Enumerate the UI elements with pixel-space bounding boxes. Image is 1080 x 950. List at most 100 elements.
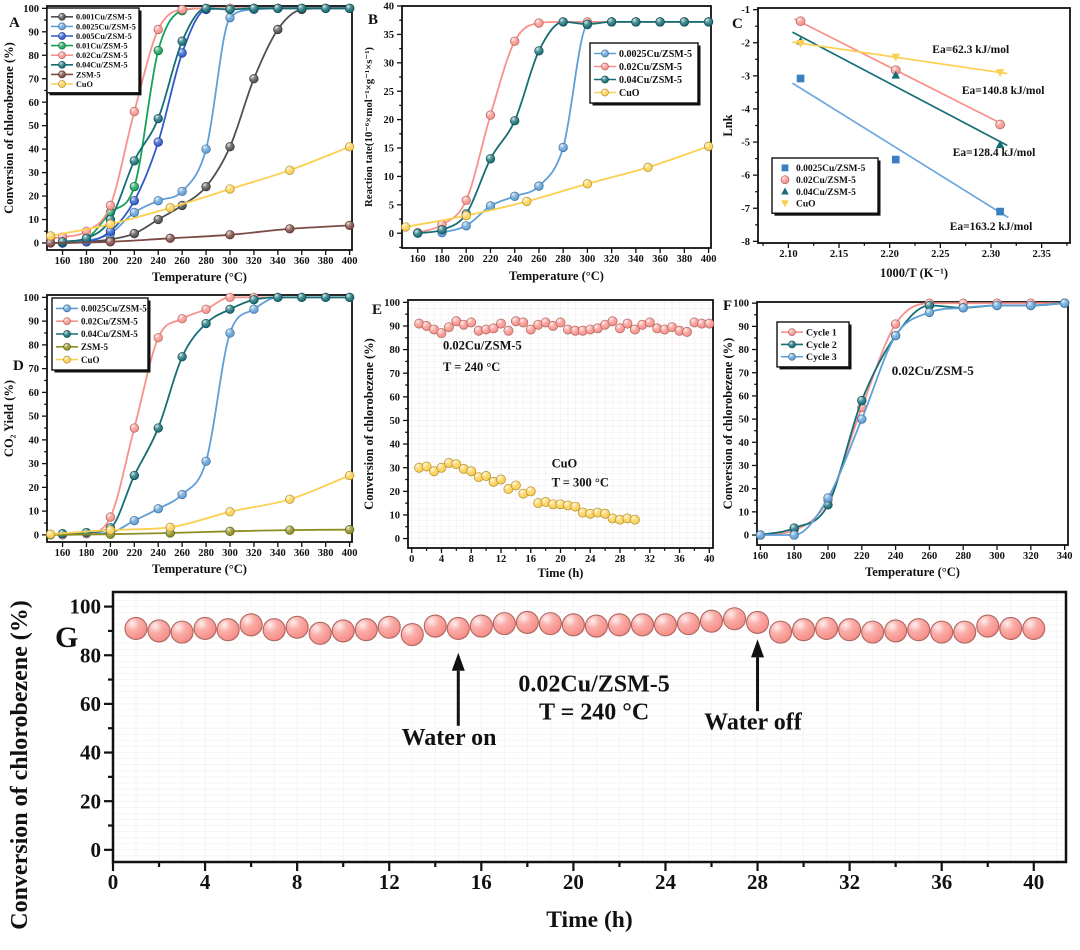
- svg-text:32: 32: [645, 554, 656, 565]
- series-cuo: [45, 470, 355, 539]
- arrow: [751, 639, 765, 712]
- svg-text:2.30: 2.30: [982, 249, 1000, 260]
- svg-text:30: 30: [384, 58, 395, 69]
- panel-a-conversion-chart: 160 180 200 220 240 260 280 300 320 340 360 380 400 0…: [0, 0, 360, 290]
- legend-label: 0.04Cu/ZSM-5: [81, 329, 138, 339]
- chart-svg-b: 160 180 200 220 240 260 280 300 320 340 360 380 4000…: [363, 2, 716, 283]
- svg-text:0: 0: [91, 838, 102, 862]
- chart-svg-c: 2.10 2.15 2.20 2.25 2.30 2.35 -8 -7 -6 -5 -4 -3 -2 -1…: [721, 5, 1071, 280]
- svg-text:380: 380: [676, 254, 692, 265]
- svg-text:90: 90: [29, 317, 40, 328]
- svg-text:360: 360: [652, 254, 668, 265]
- svg-text:36: 36: [931, 870, 952, 894]
- svg-text:-5: -5: [741, 138, 750, 149]
- svg-text:40: 40: [384, 2, 395, 13]
- legend-label: 0.02Cu/ZSM-5: [796, 176, 856, 186]
- svg-text:40: 40: [80, 741, 101, 765]
- svg-text:160: 160: [753, 551, 769, 562]
- annotation: T = 240 °C: [443, 360, 500, 374]
- svg-text:340: 340: [628, 254, 644, 265]
- svg-text:-4: -4: [741, 105, 750, 116]
- svg-text:0: 0: [389, 229, 394, 240]
- series-0-02cu-zsm-5: [124, 607, 1046, 647]
- svg-text:20: 20: [80, 789, 101, 813]
- svg-text:300: 300: [580, 254, 596, 265]
- y-axis-label: CO₂ Yield (%): [2, 380, 16, 457]
- legend-label: Cycle 2: [806, 340, 837, 351]
- svg-text:60: 60: [29, 98, 40, 109]
- chart-svg-a: 160 180 200 220 240 260 280 300 320 340 360 380 4000…: [2, 3, 357, 284]
- svg-text:2.15: 2.15: [830, 249, 848, 260]
- svg-text:0: 0: [34, 239, 39, 250]
- panel-label-a: A: [9, 15, 20, 31]
- plot-border: [401, 5, 712, 249]
- svg-text:90: 90: [390, 322, 401, 333]
- svg-text:360: 360: [294, 548, 310, 559]
- annotation: 0.02Cu/ZSM-5: [443, 339, 522, 353]
- svg-text:25: 25: [384, 87, 395, 98]
- annotation: Ea=140.8 kJ/mol: [962, 85, 1045, 97]
- svg-text:160: 160: [55, 256, 71, 267]
- svg-text:200: 200: [103, 548, 119, 559]
- svg-text:20: 20: [384, 115, 395, 126]
- svg-text:28: 28: [615, 554, 626, 565]
- svg-text:100: 100: [70, 595, 102, 619]
- svg-text:36: 36: [674, 554, 685, 565]
- svg-text:300: 300: [222, 548, 238, 559]
- series-0-0025cu-zsm-5: [791, 74, 1009, 219]
- x-axis-label: Time (h): [538, 566, 584, 580]
- annotation: Water on: [402, 725, 497, 751]
- svg-text:80: 80: [29, 51, 40, 62]
- legend-label: 0.001Cu/ZSM-5: [76, 13, 132, 22]
- annotation: 0.02Cu/ZSM-5: [892, 363, 974, 378]
- svg-text:10: 10: [739, 507, 750, 518]
- legend-label: 0.0025Cu/ZSM-5: [796, 164, 866, 174]
- svg-text:28: 28: [747, 870, 768, 894]
- svg-text:-8: -8: [741, 237, 750, 248]
- legend-label: CuO: [619, 88, 640, 99]
- legend-label: Cycle 1: [806, 328, 837, 339]
- y-axis-label: Conversion of chlorobezene (%): [2, 42, 16, 214]
- svg-text:16: 16: [525, 554, 536, 565]
- svg-text:280: 280: [198, 548, 214, 559]
- svg-text:70: 70: [390, 369, 401, 380]
- plot-border: [111, 590, 1068, 864]
- svg-text:380: 380: [318, 256, 334, 267]
- svg-text:240: 240: [150, 256, 166, 267]
- svg-text:260: 260: [531, 254, 547, 265]
- legend-label: CuO: [76, 80, 93, 89]
- chart-svg-e: 0 4 8 12 16 20 24 28 32 36 40 0 10 20 30 40 50 60 70 80 90 10…: [362, 298, 715, 580]
- svg-text:200: 200: [458, 254, 474, 265]
- grid: [408, 300, 713, 548]
- svg-text:340: 340: [270, 548, 286, 559]
- svg-text:0: 0: [409, 554, 414, 565]
- svg-text:260: 260: [174, 548, 190, 559]
- legend-label: 0.005Cu/ZSM-5: [76, 32, 132, 41]
- svg-text:20: 20: [29, 192, 40, 203]
- svg-text:260: 260: [174, 256, 190, 267]
- svg-text:40: 40: [29, 435, 40, 446]
- svg-text:15: 15: [384, 144, 395, 155]
- series-cuo: [45, 142, 355, 241]
- svg-text:180: 180: [79, 256, 95, 267]
- x-axis-label: Time (h): [546, 907, 632, 933]
- series-cuo: [400, 141, 714, 232]
- legend: 0.0025Cu/ZSM-5 0.02Cu/ZSM-5 0.04Cu/ZSM-5 Cu…: [589, 42, 701, 106]
- svg-text:32: 32: [839, 870, 860, 894]
- svg-text:10: 10: [384, 172, 395, 183]
- svg-text:20: 20: [29, 483, 40, 494]
- legend-label: 0.0025Cu/ZSM-5: [619, 49, 692, 60]
- legend-label: 0.04Cu/ZSM-5: [619, 75, 682, 86]
- svg-text:24: 24: [655, 870, 677, 894]
- svg-text:40: 40: [704, 554, 715, 565]
- svg-text:16: 16: [471, 870, 492, 894]
- svg-text:-6: -6: [741, 171, 750, 182]
- svg-text:2.10: 2.10: [779, 249, 797, 260]
- svg-text:100: 100: [384, 298, 400, 309]
- legend-label: 0.02Cu/ZSM-5: [76, 51, 128, 60]
- svg-text:60: 60: [739, 391, 750, 402]
- svg-text:180: 180: [786, 551, 802, 562]
- arrow: [451, 652, 465, 726]
